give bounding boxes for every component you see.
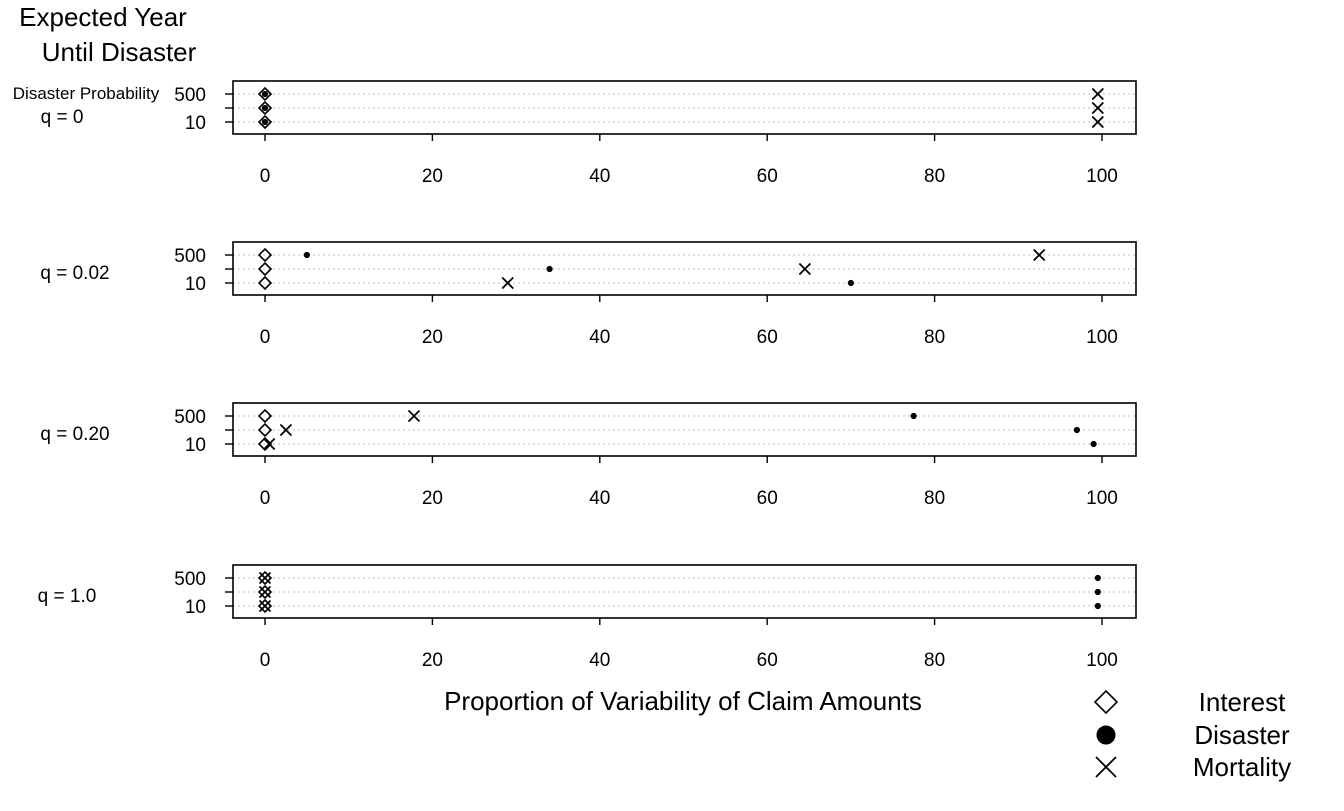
y-tick-label: 10 <box>185 274 206 295</box>
point-mortality <box>1091 115 1104 129</box>
point-mortality <box>1091 101 1104 115</box>
x-tick-label: 20 <box>422 488 443 509</box>
point-interest <box>257 86 273 102</box>
point-interest <box>257 247 273 263</box>
x-tick-label: 20 <box>422 327 443 348</box>
point-interest <box>257 114 273 130</box>
point-interest <box>257 261 273 277</box>
legend-marker-disaster <box>1096 725 1116 745</box>
y-tick-label: 500 <box>174 569 206 590</box>
x-tick-label: 60 <box>757 327 778 348</box>
x-tick-label: 0 <box>260 166 271 187</box>
point-mortality <box>798 262 812 276</box>
disaster-probability-label: Disaster Probability <box>13 84 160 103</box>
legend-label-mortality: Mortality <box>1193 752 1291 782</box>
x-tick-label: 100 <box>1086 650 1118 671</box>
y-tick-label: 500 <box>174 407 206 428</box>
point-disaster <box>1094 588 1101 596</box>
x-tick-label: 40 <box>589 166 610 187</box>
x-tick-label: 80 <box>924 327 945 348</box>
x-tick-label: 20 <box>422 650 443 671</box>
point-interest <box>257 598 273 614</box>
x-tick-label: 80 <box>924 488 945 509</box>
panel-label: q = 0.20 <box>40 424 109 445</box>
point-disaster <box>910 412 917 420</box>
legend-marker-interest <box>1093 689 1119 715</box>
header-title-line2: Until Disaster <box>42 37 197 67</box>
point-interest <box>257 100 273 116</box>
point-mortality <box>263 437 276 451</box>
point-disaster <box>546 265 553 273</box>
point-interest <box>257 422 273 438</box>
point-interest <box>257 436 273 452</box>
point-disaster <box>1090 440 1097 448</box>
point-disaster <box>1073 426 1080 434</box>
x-tick-label: 40 <box>589 650 610 671</box>
point-mortality <box>258 599 272 613</box>
panel-label: q = 0 <box>41 107 84 128</box>
x-tick-label: 100 <box>1086 327 1118 348</box>
legend-label-disaster: Disaster <box>1194 720 1290 750</box>
legend-marker-mortality <box>1095 756 1117 778</box>
x-tick-label: 0 <box>260 327 271 348</box>
x-tick-label: 80 <box>924 650 945 671</box>
point-mortality <box>1033 248 1046 262</box>
x-tick-label: 100 <box>1086 166 1118 187</box>
x-tick-label: 100 <box>1086 488 1118 509</box>
panel-label: q = 1.0 <box>38 586 97 607</box>
x-tick-label: 60 <box>757 488 778 509</box>
panel-label: q = 0.02 <box>40 263 109 284</box>
point-disaster <box>847 279 855 287</box>
point-disaster <box>261 90 269 98</box>
x-tick-label: 40 <box>589 488 610 509</box>
point-interest <box>257 584 273 600</box>
x-axis-title: Proportion of Variability of Claim Amoun… <box>444 686 922 716</box>
point-mortality <box>279 423 293 437</box>
y-tick-label: 500 <box>174 246 206 267</box>
y-tick-label: 10 <box>185 113 206 134</box>
y-tick-label: 10 <box>185 435 206 456</box>
point-interest <box>257 275 273 291</box>
point-mortality <box>501 276 514 290</box>
x-tick-label: 60 <box>757 166 778 187</box>
x-tick-label: 0 <box>260 650 271 671</box>
y-tick-label: 500 <box>174 85 206 106</box>
point-interest <box>257 408 273 424</box>
point-mortality <box>407 409 421 423</box>
point-disaster <box>303 251 310 259</box>
x-tick-label: 80 <box>924 166 945 187</box>
legend-label-interest: Interest <box>1199 687 1286 717</box>
x-tick-label: 60 <box>757 650 778 671</box>
y-tick-label: 10 <box>185 597 206 618</box>
x-tick-label: 0 <box>260 488 271 509</box>
point-disaster <box>1094 574 1101 582</box>
point-disaster <box>261 118 269 126</box>
point-disaster <box>1094 602 1101 610</box>
point-mortality <box>1091 87 1104 101</box>
x-tick-label: 20 <box>422 166 443 187</box>
point-mortality <box>258 585 272 599</box>
point-interest <box>257 570 273 586</box>
point-disaster <box>261 104 269 112</box>
point-mortality <box>258 571 272 585</box>
header-title-line1: Expected Year <box>19 2 187 32</box>
x-tick-label: 40 <box>589 327 610 348</box>
